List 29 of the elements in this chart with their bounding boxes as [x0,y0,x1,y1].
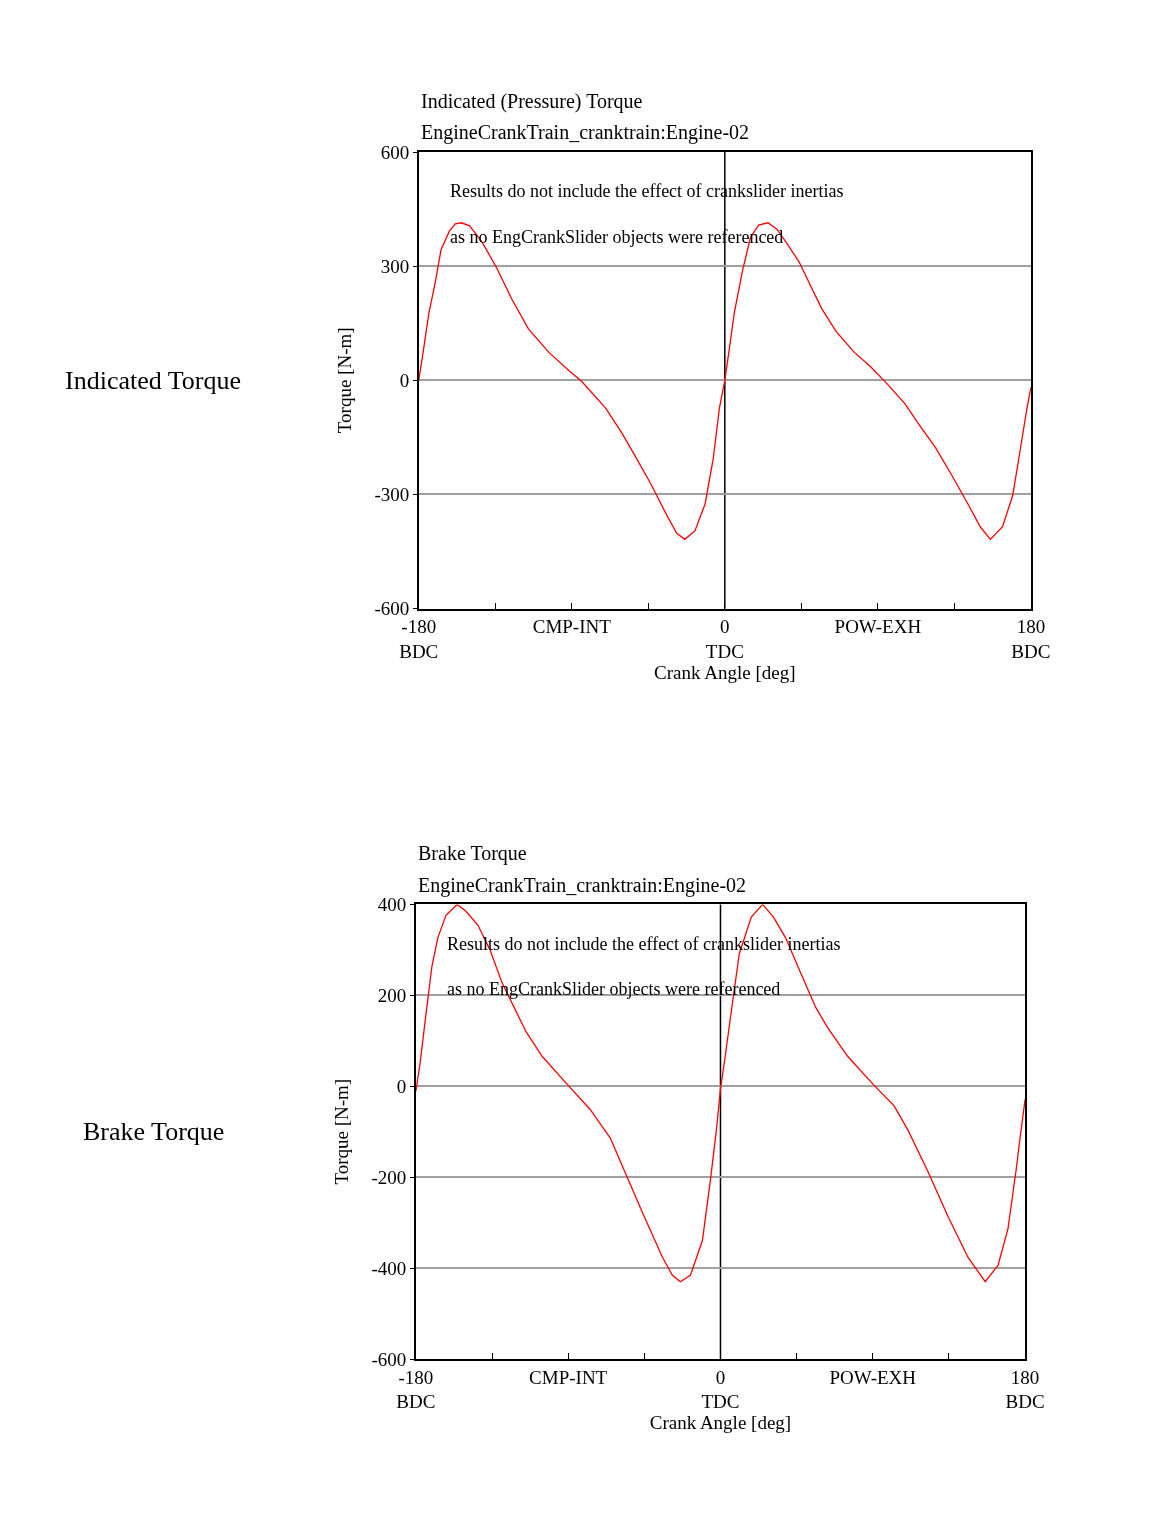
chart-subtitle: EngineCrankTrain_cranktrain:Engine-02 [421,121,750,144]
x-tick-label: 180 BDC [1011,616,1051,662]
y-tick-label: 600 [380,141,410,163]
y-tick-label: 400 [377,894,407,916]
line-series [418,222,1031,540]
y-tick-label: -200 [371,1166,407,1188]
x-axis-title: Crank Angle [deg] [649,1412,792,1434]
x-tick-label: 0 TDC [705,616,744,662]
y-axis-title: Torque [N-m] [333,327,355,434]
y-tick-label: 200 [377,984,407,1006]
chart-title: Brake Torque [418,842,527,865]
x-axis-title: Crank Angle [deg] [654,661,796,683]
chart-subtitle: EngineCrankTrain_cranktrain:Engine-02 [418,874,747,897]
y-tick-label: 0 [399,369,410,391]
x-tick-label: CMP-INT [529,1366,608,1388]
chart-title: Indicated (Pressure) Torque [421,90,643,113]
text: Indicated Torque [65,366,242,395]
y-tick-label: -300 [374,484,410,506]
line-series [415,904,1026,1283]
x-tick-label: 0 TDC [701,1366,740,1413]
x-tick-label: CMP-INT [532,616,612,638]
y-tick-label: -400 [371,1257,407,1279]
x-tick-label: POW-EXH [829,1366,917,1388]
y-tick-label: 0 [396,1075,407,1097]
y-tick-label: 300 [380,255,410,277]
x-tick-label: 180 BDC [1005,1366,1045,1413]
y-axis-title: Torque [N-m] [330,1078,352,1185]
text: Brake Torque [83,1117,225,1146]
x-tick-label: POW-EXH [834,616,922,638]
